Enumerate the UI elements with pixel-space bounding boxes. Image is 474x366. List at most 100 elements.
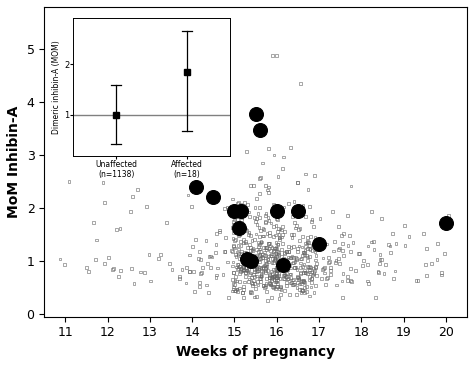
Point <box>356 250 364 256</box>
Point <box>262 252 270 258</box>
Point <box>269 53 276 59</box>
Point <box>236 232 244 238</box>
Point <box>242 206 250 212</box>
Point <box>358 263 366 269</box>
Point <box>271 273 278 279</box>
Point <box>332 258 340 264</box>
Point <box>255 268 263 274</box>
Point <box>276 226 284 232</box>
Point <box>283 266 290 272</box>
Point <box>316 242 324 248</box>
Point <box>254 279 261 285</box>
Point <box>263 264 271 270</box>
Point <box>196 249 203 254</box>
Point <box>260 264 268 270</box>
Point <box>145 251 153 257</box>
Point <box>191 289 199 295</box>
Point <box>287 265 294 271</box>
Point <box>264 214 272 220</box>
Point <box>287 145 294 150</box>
Point <box>312 252 320 258</box>
Point <box>306 293 313 299</box>
Point <box>257 273 264 279</box>
Point <box>276 260 283 266</box>
Point <box>274 228 282 234</box>
Point <box>301 290 308 295</box>
Point <box>255 215 263 221</box>
Point <box>274 275 282 281</box>
Point <box>312 257 319 263</box>
Point <box>286 291 293 297</box>
Point <box>219 272 227 277</box>
Point <box>278 224 286 229</box>
Point <box>438 270 445 276</box>
Point <box>253 294 260 299</box>
Point <box>194 255 202 261</box>
Point <box>252 111 259 117</box>
Point <box>311 246 319 252</box>
Point <box>290 276 297 282</box>
Point <box>243 228 250 234</box>
Point <box>316 216 324 221</box>
Point <box>263 231 271 236</box>
Point <box>310 268 318 273</box>
Point <box>370 247 378 253</box>
Point <box>253 195 261 201</box>
Point <box>295 243 303 249</box>
Point <box>250 272 257 277</box>
Point <box>275 236 283 242</box>
Point <box>168 267 176 273</box>
Point <box>269 284 277 290</box>
Point <box>293 179 301 185</box>
Point <box>263 244 271 250</box>
Point <box>252 218 260 224</box>
Point <box>273 270 280 276</box>
Point <box>281 249 288 255</box>
Point <box>254 210 262 216</box>
Point <box>274 284 282 290</box>
Point <box>262 265 270 271</box>
Point <box>250 258 258 264</box>
Point <box>372 294 380 300</box>
Point <box>253 221 261 227</box>
Point <box>115 273 122 279</box>
Point <box>285 276 292 281</box>
Point <box>301 214 309 220</box>
Point <box>85 269 92 274</box>
Point <box>412 278 420 284</box>
Point <box>274 205 282 211</box>
Point <box>236 271 243 277</box>
Point <box>250 267 258 273</box>
Point <box>325 259 332 265</box>
Point <box>257 276 264 282</box>
Point <box>269 273 277 279</box>
Point <box>319 265 327 271</box>
Point <box>273 216 280 221</box>
Point <box>313 260 320 266</box>
Point <box>228 204 235 210</box>
Point <box>306 245 313 251</box>
Point <box>333 282 340 288</box>
Point <box>304 264 311 269</box>
Point <box>243 208 251 214</box>
Point <box>141 269 149 275</box>
Point <box>207 265 214 271</box>
Point <box>237 243 245 249</box>
Point <box>252 254 259 259</box>
Point <box>237 265 244 271</box>
Point <box>277 265 284 270</box>
Point <box>240 266 247 272</box>
Point <box>231 238 238 243</box>
Point <box>315 241 323 247</box>
Point <box>251 269 258 275</box>
Point <box>236 256 244 262</box>
Point <box>261 220 269 226</box>
Point <box>283 279 291 285</box>
Point <box>340 231 347 237</box>
Point <box>249 257 257 262</box>
Point <box>245 279 252 284</box>
Point <box>247 289 255 295</box>
Point <box>305 277 313 283</box>
Point <box>224 259 231 265</box>
Point <box>338 247 346 253</box>
